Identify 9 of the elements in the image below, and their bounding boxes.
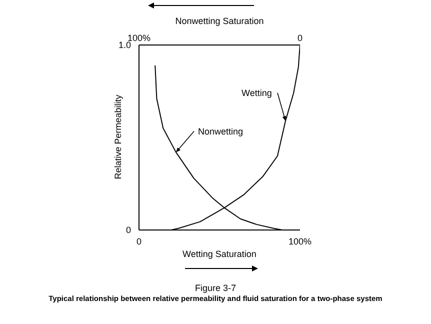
x2-tick-label: 0 xyxy=(297,33,303,43)
text: Nonwetting xyxy=(198,126,244,136)
text: Wetting xyxy=(242,88,272,98)
x2-axis-title: Nonwetting Saturation xyxy=(174,16,265,26)
x2-tick-label: 100% xyxy=(127,33,151,43)
y-axis-title: Relative Permeability xyxy=(113,93,123,181)
x-axis-title: Wetting Saturation xyxy=(182,249,258,259)
y-tick-label: 1.0 xyxy=(118,40,131,50)
text: Figure 3-7 xyxy=(194,283,238,293)
